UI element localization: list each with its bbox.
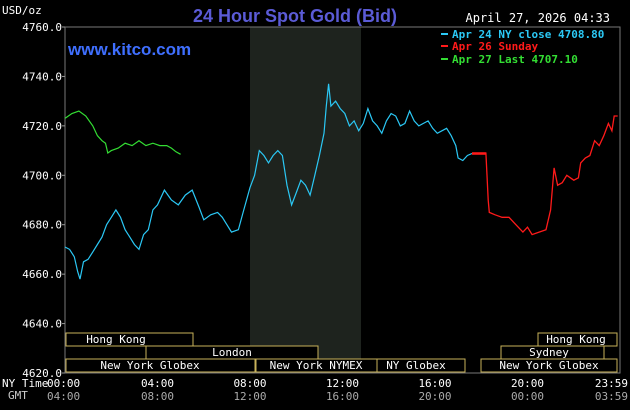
session-label: Hong Kong (546, 333, 606, 346)
session-label: London (212, 346, 252, 359)
y-axis: 4760.0 4740.0 4720.0 4700.0 4680.0 4660.0 4640… (22, 21, 65, 380)
legend-item: Apr 24 NY close 4708.80 (452, 28, 604, 41)
chart-title: 24 Hour Spot Gold (Bid) (193, 6, 397, 26)
session-label: New York NYMEX (270, 359, 363, 372)
session-ny-globex-3 (480, 358, 618, 373)
series-layer (64, 83, 618, 280)
legend-item: Apr 26 Sunday (452, 40, 538, 53)
session-bars: Hong Kong London New York Globex New Yor… (65, 332, 618, 373)
watermark: www.kitco.com (67, 40, 191, 59)
session-label: NY Globex (386, 359, 446, 372)
gmt-time-tick: 20:00 (418, 390, 451, 403)
ny-time-tick: 08:00 (233, 377, 266, 390)
gmt-time-tick: 03:59 (595, 390, 628, 403)
session-label: Sydney (529, 346, 569, 359)
session-hong-kong-1 (65, 332, 194, 347)
ny-time-tick: 04:00 (141, 377, 174, 390)
legend-swatch (441, 33, 448, 35)
y-tick-label: 4660.0 (22, 268, 62, 281)
series-line (64, 83, 473, 280)
timestamp: April 27, 2026 04:33 (466, 11, 611, 25)
y-tick-label: 4680.0 (22, 219, 62, 232)
legend-swatch (441, 58, 448, 60)
gmt-time-tick: 04:00 (47, 390, 80, 403)
time-axis: NY Time GMT 00:0004:0004:0008:0008:0012:… (2, 377, 628, 403)
legend-item: Apr 27 Last 4707.10 (452, 53, 578, 66)
ny-time-tick: 12:00 (326, 377, 359, 390)
gmt-time-tick: 12:00 (233, 390, 266, 403)
y-tick-label: 4700.0 (22, 169, 62, 182)
gmt-time-tick: 08:00 (141, 390, 174, 403)
ny-time-tick: 20:00 (511, 377, 544, 390)
gmt-time-tick: 00:00 (511, 390, 544, 403)
y-tick-label: 4620.0 (22, 367, 62, 380)
session-label: New York Globex (499, 359, 599, 372)
ny-time-tick: 00:00 (47, 377, 80, 390)
unit-label: USD/oz (2, 4, 42, 17)
session-ny-globex-2 (376, 358, 466, 373)
y-tick-label: 4720.0 (22, 120, 62, 133)
ny-time-label: NY Time (2, 377, 48, 390)
plot-frame (64, 26, 621, 374)
y-tick-label: 4740.0 (22, 70, 62, 83)
gmt-label: GMT (8, 389, 28, 402)
nymex-session-shade (250, 27, 361, 373)
series-line (64, 110, 181, 155)
session-ny-globex-1 (65, 358, 256, 373)
y-tick-label: 4760.0 (22, 21, 62, 34)
ny-time-tick: 23:59 (595, 377, 628, 390)
series-line (472, 115, 618, 236)
session-label: New York Globex (100, 359, 200, 372)
legend-swatch (441, 45, 448, 47)
ny-time-tick: 16:00 (418, 377, 451, 390)
session-label: Hong Kong (86, 333, 146, 346)
gmt-time-tick: 16:00 (326, 390, 359, 403)
legend: Apr 24 NY close 4708.80 Apr 26 Sunday Ap… (441, 28, 604, 66)
y-tick-label: 4640.0 (22, 318, 62, 331)
